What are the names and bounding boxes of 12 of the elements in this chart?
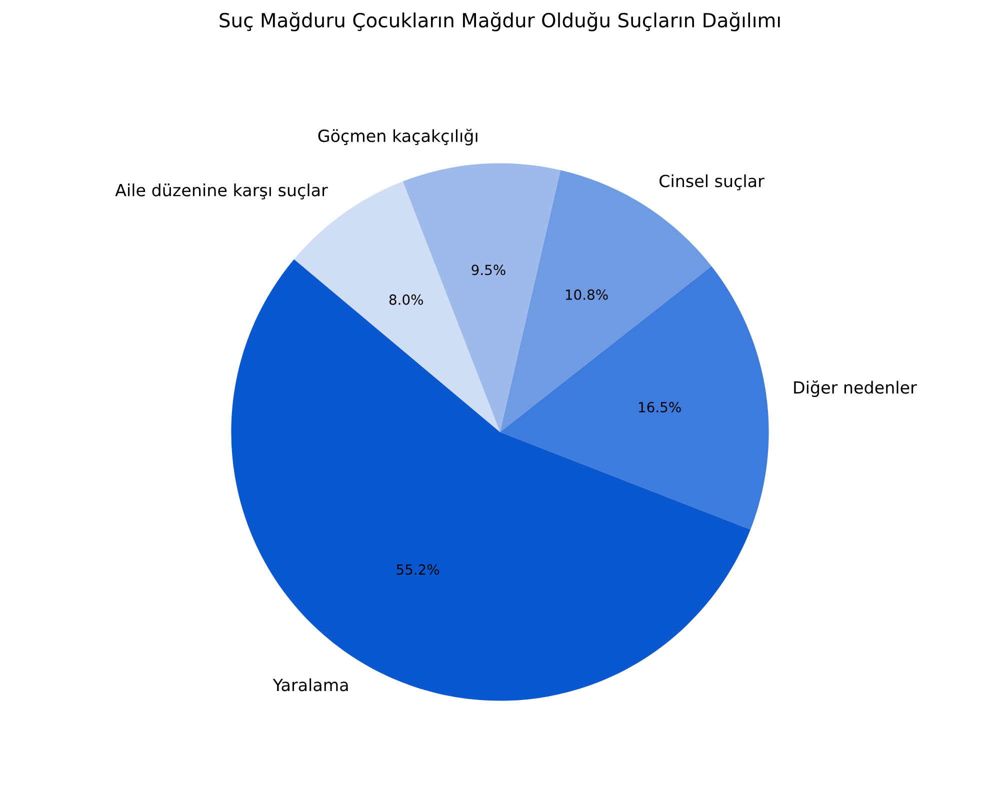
slice-label: Göçmen kaçakçılığı [318,128,478,146]
data-label: 16.5% [639,402,681,412]
data-label: 55.2% [396,564,440,575]
slice-label: Aile düzenine karşı suçlar [115,184,328,200]
data-label: 9.5% [472,264,506,276]
slice-label: Yaralama [272,678,348,692]
slice-label: Cinsel suçlar [660,174,764,190]
data-label: 8.0% [389,294,423,305]
slice-label: Diğer nedenler [794,380,917,397]
pie-slice [231,259,750,701]
data-label: 10.8% [566,289,608,300]
chart-title: Suç Mağduru Çocukların Mağdur Olduğu Suçların Dağılımı [220,12,780,32]
